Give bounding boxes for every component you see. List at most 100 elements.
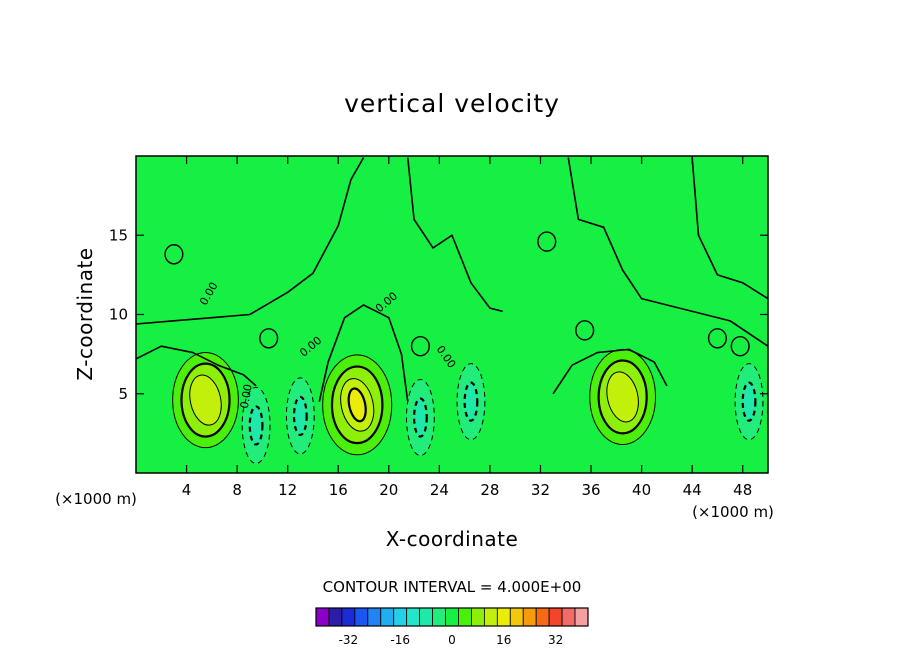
colorbar-tick-label: -32 bbox=[339, 633, 359, 647]
x-tick-label: 20 bbox=[379, 481, 398, 499]
updraft-level-12 bbox=[606, 371, 639, 422]
colorbar-swatch bbox=[471, 607, 485, 627]
colorbar-swatch bbox=[561, 607, 576, 627]
zero-contour-line bbox=[406, 157, 503, 313]
updraft-contour-12 bbox=[189, 374, 222, 426]
colorbar-frame bbox=[315, 607, 589, 627]
zero-contour-loop bbox=[575, 320, 595, 341]
colorbar-swatch bbox=[406, 607, 421, 627]
x-tick-label: 28 bbox=[480, 481, 499, 499]
y-axis-label: Z-coordinate bbox=[73, 247, 97, 380]
colorbar-swatch bbox=[328, 607, 343, 627]
colorbar-swatch bbox=[341, 607, 356, 627]
downdraft-contour--8 bbox=[292, 395, 308, 437]
updraft-contour-4 bbox=[322, 354, 393, 456]
zero-contours bbox=[136, 157, 768, 402]
colorbar-swatch bbox=[393, 607, 408, 627]
zero-contour-loop bbox=[164, 244, 184, 265]
downdraft-level--8 bbox=[464, 382, 478, 421]
x-tick-label: 40 bbox=[632, 481, 651, 499]
colorbar-tick-label: -16 bbox=[390, 633, 410, 647]
contour-interval-text: CONTOUR INTERVAL = 4.000E+00 bbox=[323, 578, 582, 596]
colorbar-swatch bbox=[419, 607, 433, 627]
x-tick-label: 12 bbox=[278, 481, 297, 499]
downdraft-contours bbox=[734, 363, 764, 441]
x-axis: 4 8 12 16 20 24 28 32 36 40 44 48 bbox=[182, 156, 752, 499]
colorbar-swatch bbox=[574, 607, 589, 627]
colorbar-tick-label: 16 bbox=[496, 633, 511, 647]
downdraft-contour--8 bbox=[412, 397, 428, 438]
colorbar-swatch bbox=[458, 607, 472, 627]
downdraft-level--8 bbox=[414, 398, 427, 437]
colorbar: -32 -16 0 16 32 bbox=[315, 607, 589, 647]
updraft-level-12 bbox=[189, 375, 222, 426]
downdraft-level--8 bbox=[742, 382, 756, 421]
downdraft-cell bbox=[406, 379, 435, 456]
x-tick-label: 4 bbox=[182, 481, 192, 499]
updraft-contour-12 bbox=[606, 371, 639, 423]
contour-fields bbox=[172, 349, 763, 464]
downdraft-cell bbox=[286, 377, 315, 454]
downdraft-contour--8 bbox=[248, 405, 264, 446]
colorbar-swatch bbox=[445, 607, 459, 627]
colorbar-swatch bbox=[354, 607, 369, 627]
updraft-cell bbox=[172, 352, 239, 448]
updraft-contour-12 bbox=[340, 378, 375, 432]
colorbar-swatch bbox=[432, 607, 446, 627]
zero-contour-line bbox=[136, 157, 365, 325]
updraft-cell bbox=[322, 354, 392, 455]
downdraft-contours bbox=[285, 377, 315, 455]
x-axis-label: X-coordinate bbox=[386, 527, 519, 551]
x-unit-right: (×1000 m) bbox=[692, 503, 774, 521]
y-tick-label: 5 bbox=[118, 385, 128, 403]
downdraft-cell bbox=[242, 387, 270, 464]
x-tick-label: 24 bbox=[430, 481, 449, 499]
downdraft-contours bbox=[405, 378, 435, 457]
x-tick-label: 8 bbox=[232, 481, 242, 499]
downdraft-contour--4 bbox=[734, 363, 764, 441]
colorbar-swatch bbox=[367, 607, 382, 627]
updraft-contour-4 bbox=[172, 352, 239, 449]
zero-contour-line bbox=[691, 157, 768, 300]
downdraft-contour--4 bbox=[241, 386, 271, 464]
inline-contour-label: 0.00 bbox=[238, 383, 255, 409]
updraft-contour-8 bbox=[597, 359, 648, 435]
x-tick-label: 32 bbox=[531, 481, 550, 499]
updraft-contour-8 bbox=[180, 362, 231, 438]
colorbar-swatch bbox=[522, 607, 537, 627]
downdraft-cell bbox=[457, 363, 485, 440]
y-tick-label: 15 bbox=[109, 226, 128, 244]
zero-contour-loop bbox=[259, 328, 279, 349]
x-tick-label: 36 bbox=[581, 481, 600, 499]
x-unit-left: (×1000 m) bbox=[55, 490, 137, 508]
zero-contour-line bbox=[318, 304, 409, 402]
colorbar-tick-label: 32 bbox=[548, 633, 563, 647]
x-tick-label: 44 bbox=[683, 481, 702, 499]
downdraft-level--8 bbox=[249, 406, 263, 445]
colorbar-swatch bbox=[548, 607, 563, 627]
zero-contour-line bbox=[567, 157, 768, 347]
downdraft-level--8 bbox=[294, 396, 307, 435]
updraft-contour-16 bbox=[347, 387, 367, 423]
colorbar-swatch bbox=[509, 607, 524, 627]
x-tick-label: 16 bbox=[329, 481, 348, 499]
plot-area: 0.000.000.000.000.00 bbox=[136, 156, 768, 473]
downdraft-contour--8 bbox=[463, 381, 479, 422]
downdraft-contours bbox=[241, 386, 271, 464]
zero-contour-loop bbox=[707, 328, 727, 349]
downdraft-contour--4 bbox=[405, 378, 435, 457]
updraft-contour-8 bbox=[330, 365, 384, 445]
colorbar-tick-label: 0 bbox=[448, 633, 456, 647]
zero-contour-line bbox=[552, 348, 668, 395]
downdraft-contours bbox=[456, 363, 486, 441]
colorbar-swatch bbox=[483, 607, 498, 627]
colorbar-swatch bbox=[315, 607, 330, 627]
zero-contour-loop bbox=[537, 231, 557, 252]
zero-contour-line bbox=[136, 345, 257, 387]
colorbar-swatch bbox=[380, 607, 395, 627]
downdraft-contour--4 bbox=[456, 363, 486, 441]
zero-contour-loop bbox=[410, 335, 430, 357]
colorbar-swatch bbox=[535, 607, 550, 627]
colorbar-swatch bbox=[496, 607, 511, 627]
zero-contour-loop bbox=[730, 335, 750, 357]
